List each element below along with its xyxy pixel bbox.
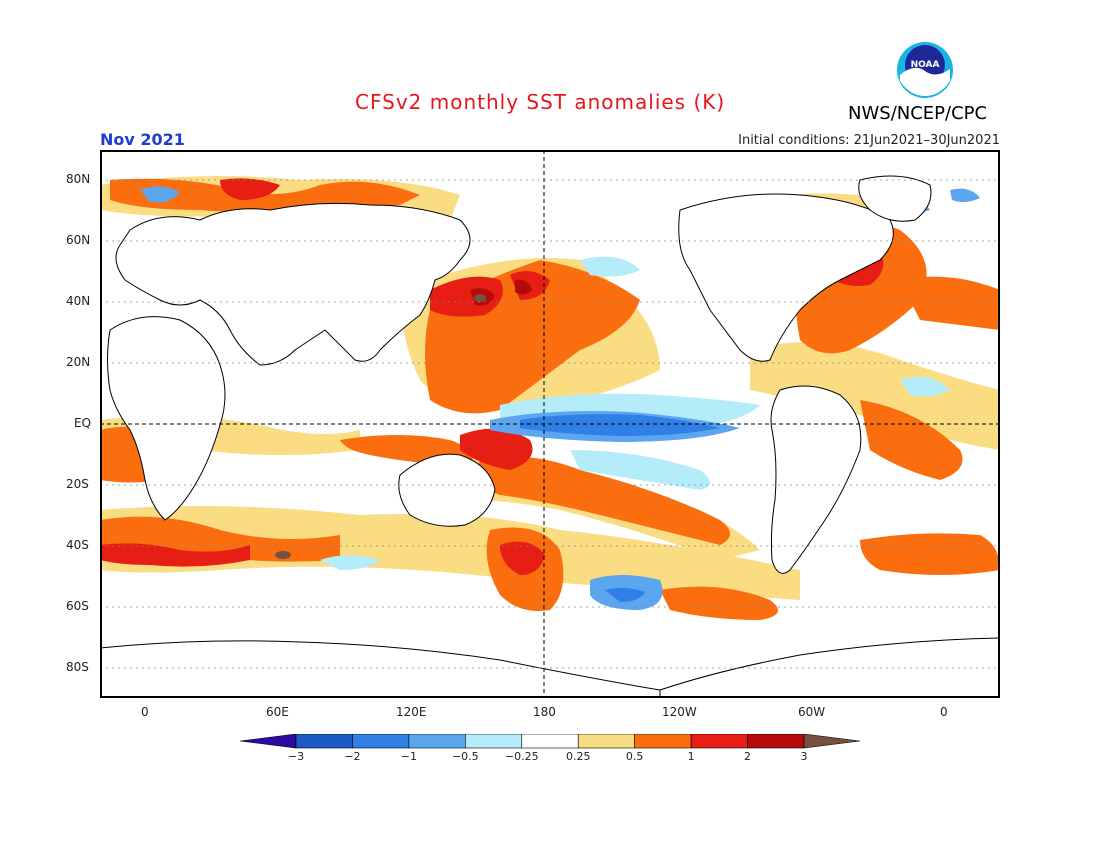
lon-label-120w: 120W xyxy=(662,705,697,719)
lat-label-80s: 80S xyxy=(66,660,89,674)
noaa-logo-text: NOAA xyxy=(911,60,940,70)
lon-label-60w: 60W xyxy=(798,705,826,719)
map-title: CFSv2 monthly SST anomalies (K) xyxy=(355,90,726,114)
colorbar-swatch xyxy=(747,734,805,749)
anomaly-extreme xyxy=(275,294,486,559)
lat-label-20s: 20S xyxy=(66,477,89,491)
lat-label-eq: EQ xyxy=(74,416,92,430)
colorbar-tick-label: 1 xyxy=(688,750,695,763)
lon-label-60e: 60E xyxy=(266,705,289,719)
lon-label-0-left: 0 xyxy=(141,705,149,719)
colorbar: −3 −2 −1 −0.5 −0.25 0.25 0.5 1 2 3 xyxy=(240,734,860,763)
agency-label: NWS/NCEP/CPC xyxy=(848,103,988,124)
lat-label-20n: 20N xyxy=(66,355,91,369)
lat-label-60s: 60S xyxy=(66,599,89,613)
sst-anomaly-map xyxy=(100,150,1000,698)
colorbar-swatch xyxy=(577,734,635,749)
colorbar-tick-label: 0.25 xyxy=(566,750,591,763)
lon-label-120e: 120E xyxy=(396,705,427,719)
colorbar-swatch-over xyxy=(803,734,860,749)
forecast-period: Nov 2021 xyxy=(100,130,185,149)
initial-conditions: Initial conditions: 21Jun2021–30Jun2021 xyxy=(738,133,1000,148)
colorbar-tick-label: 3 xyxy=(801,750,808,763)
noaa-logo: NOAA xyxy=(897,42,953,98)
lon-label-180: 180 xyxy=(533,705,556,719)
colorbar-swatch xyxy=(408,734,466,749)
lat-label-60n: 60N xyxy=(66,233,91,247)
colorbar-swatch xyxy=(690,734,748,749)
lat-label-40s: 40S xyxy=(66,538,89,552)
colorbar-tick-label: −0.5 xyxy=(452,750,479,763)
colorbar-swatch xyxy=(465,734,523,749)
colorbar-swatch xyxy=(295,734,353,749)
colorbar-swatch xyxy=(352,734,410,749)
colorbar-tick-label: −0.25 xyxy=(505,750,539,763)
colorbar-tick-label: 0.5 xyxy=(626,750,644,763)
anomaly-strong-cool xyxy=(520,414,720,602)
lat-label-40n: 40N xyxy=(66,294,91,308)
colorbar-tick-label: 2 xyxy=(744,750,751,763)
colorbar-swatch xyxy=(634,734,692,749)
colorbar-tick-label: −2 xyxy=(344,750,360,763)
colorbar-swatch-under xyxy=(240,734,297,749)
continents xyxy=(100,175,1000,698)
map-frame xyxy=(100,150,1000,698)
colorbar-swatch xyxy=(521,734,579,749)
lon-label-0-right: 0 xyxy=(940,705,948,719)
lat-gridlines xyxy=(100,179,1000,669)
colorbar-tick-label: −1 xyxy=(401,750,417,763)
lat-label-80n: 80N xyxy=(66,172,91,186)
colorbar-tick-label: −3 xyxy=(288,750,304,763)
